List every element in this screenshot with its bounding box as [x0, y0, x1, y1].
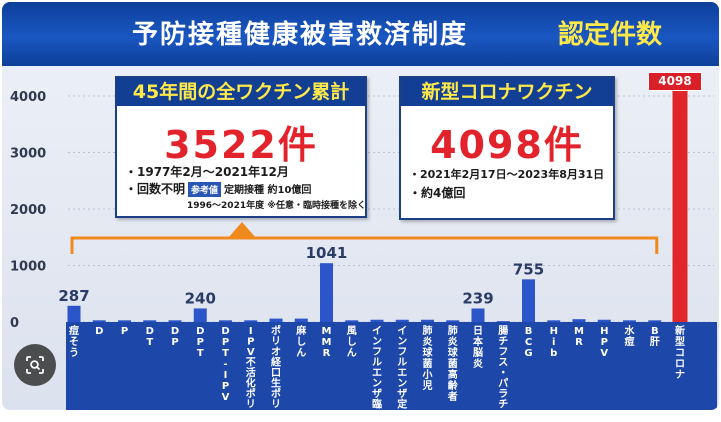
y-tick-label: 1000 [10, 260, 46, 275]
x-tick-label: 麻しん [295, 324, 307, 359]
bar [92, 320, 106, 322]
x-tick-label: P [121, 326, 128, 337]
callout-all-period: ・1977年2月～2021年12月 [125, 165, 289, 179]
y-tick-label: 0 [10, 316, 19, 331]
x-tick-label: 風しん [347, 325, 357, 359]
x-tick-label: 日本脳炎 [473, 325, 484, 370]
lens-search-button[interactable] [14, 344, 56, 386]
callout-covid-doses: ・約4億回 [409, 186, 466, 200]
bar [269, 318, 283, 322]
x-tick-label: 腸チフス・パラチ [498, 324, 508, 410]
title-banner: 予防接種健康被害救済制度 認定件数 [2, 2, 719, 66]
x-tick-label: ポリオ経口生ポリ [271, 324, 282, 410]
bar-value-label: 755 [513, 260, 544, 278]
x-tick-label: インフルエンザ臨 [372, 325, 382, 410]
bar [345, 320, 359, 322]
bar [597, 319, 611, 322]
bar [547, 320, 561, 322]
banner-subtitle: 認定件数 [558, 20, 663, 50]
bar [421, 319, 434, 322]
bar [294, 318, 308, 322]
bar [572, 319, 586, 322]
x-tick-label: 新型コロナ [675, 324, 685, 381]
bar [446, 320, 460, 322]
callout-all-heading: 45年間の全ワクチン累計 [117, 78, 365, 106]
callout-covid-vaccine: 新型コロナワクチン 4098件 ・2021年2月17日～2023年8月31日 ・… [399, 76, 615, 220]
callout-all-doses: ・回数不明 参考値 定期接種 約10億回 [125, 180, 311, 197]
chart-frame: 予防接種健康被害救済制度 認定件数 0 1000 2000 3000 4000 287 痘そ… [2, 2, 719, 410]
callout-all-note: 1996～2021年度 ※任意・臨時接種を除く [187, 201, 366, 211]
bar-value-label: 1041 [306, 244, 348, 262]
callout-covid-period: ・2021年2月17日～2023年8月31日 [409, 168, 605, 181]
bar [244, 320, 258, 322]
callout-all-total: 3522件 [164, 123, 318, 167]
bar-value-label: 287 [58, 287, 89, 305]
bar [370, 319, 384, 322]
x-tick-label: 水痘 [624, 324, 636, 348]
x-tick-label: D P T -I P V [221, 326, 229, 403]
reference-value-text: 定期接種 約10億回 [224, 185, 312, 196]
bar [118, 320, 131, 322]
bar [395, 319, 409, 322]
callout-covid-total: 4098件 [430, 123, 584, 167]
y-tick-label: 2000 [10, 203, 46, 218]
bar [67, 305, 81, 322]
x-tick-label: 肺炎球菌小児 [422, 324, 434, 392]
callout-all-doses-text: ・回数不明 [125, 182, 186, 196]
reference-value-tag: 参考値 [188, 182, 222, 197]
bar [193, 308, 207, 322]
x-tick-label: インフルエンザ定 [397, 325, 407, 410]
lens-icon [26, 356, 44, 374]
x-tick-label: 痘そう [69, 324, 79, 359]
bar [219, 320, 232, 322]
y-tick-label: 4000 [10, 90, 46, 105]
bracket-pointer [228, 222, 256, 238]
x-tick-label: 肺炎球菌高齢者 [447, 324, 459, 403]
banner-title: 予防接種健康被害救済制度 [132, 20, 469, 50]
callout-all-vaccines: 45年間の全ワクチン累計 3522件 ・1977年2月～2021年12月 ・回数… [115, 76, 367, 218]
bar [623, 320, 636, 322]
category-label-band [66, 322, 717, 410]
bar [168, 320, 182, 322]
covid-value-tag: 4098 [648, 72, 702, 91]
bar-value-label: 240 [185, 289, 216, 307]
bar [522, 279, 535, 322]
callout-covid-heading: 新型コロナワクチン [401, 78, 613, 106]
x-tick-label: D [95, 326, 103, 337]
bar-value-label: 239 [462, 289, 493, 307]
bar [143, 320, 157, 322]
bar [471, 308, 485, 322]
bar [672, 90, 688, 322]
bracket-line [70, 236, 659, 254]
bar [496, 321, 510, 322]
x-tick-label: I P V 不活化ポリ [246, 326, 256, 410]
bar [320, 263, 333, 322]
bar [648, 320, 662, 322]
y-tick-label: 3000 [10, 147, 46, 162]
